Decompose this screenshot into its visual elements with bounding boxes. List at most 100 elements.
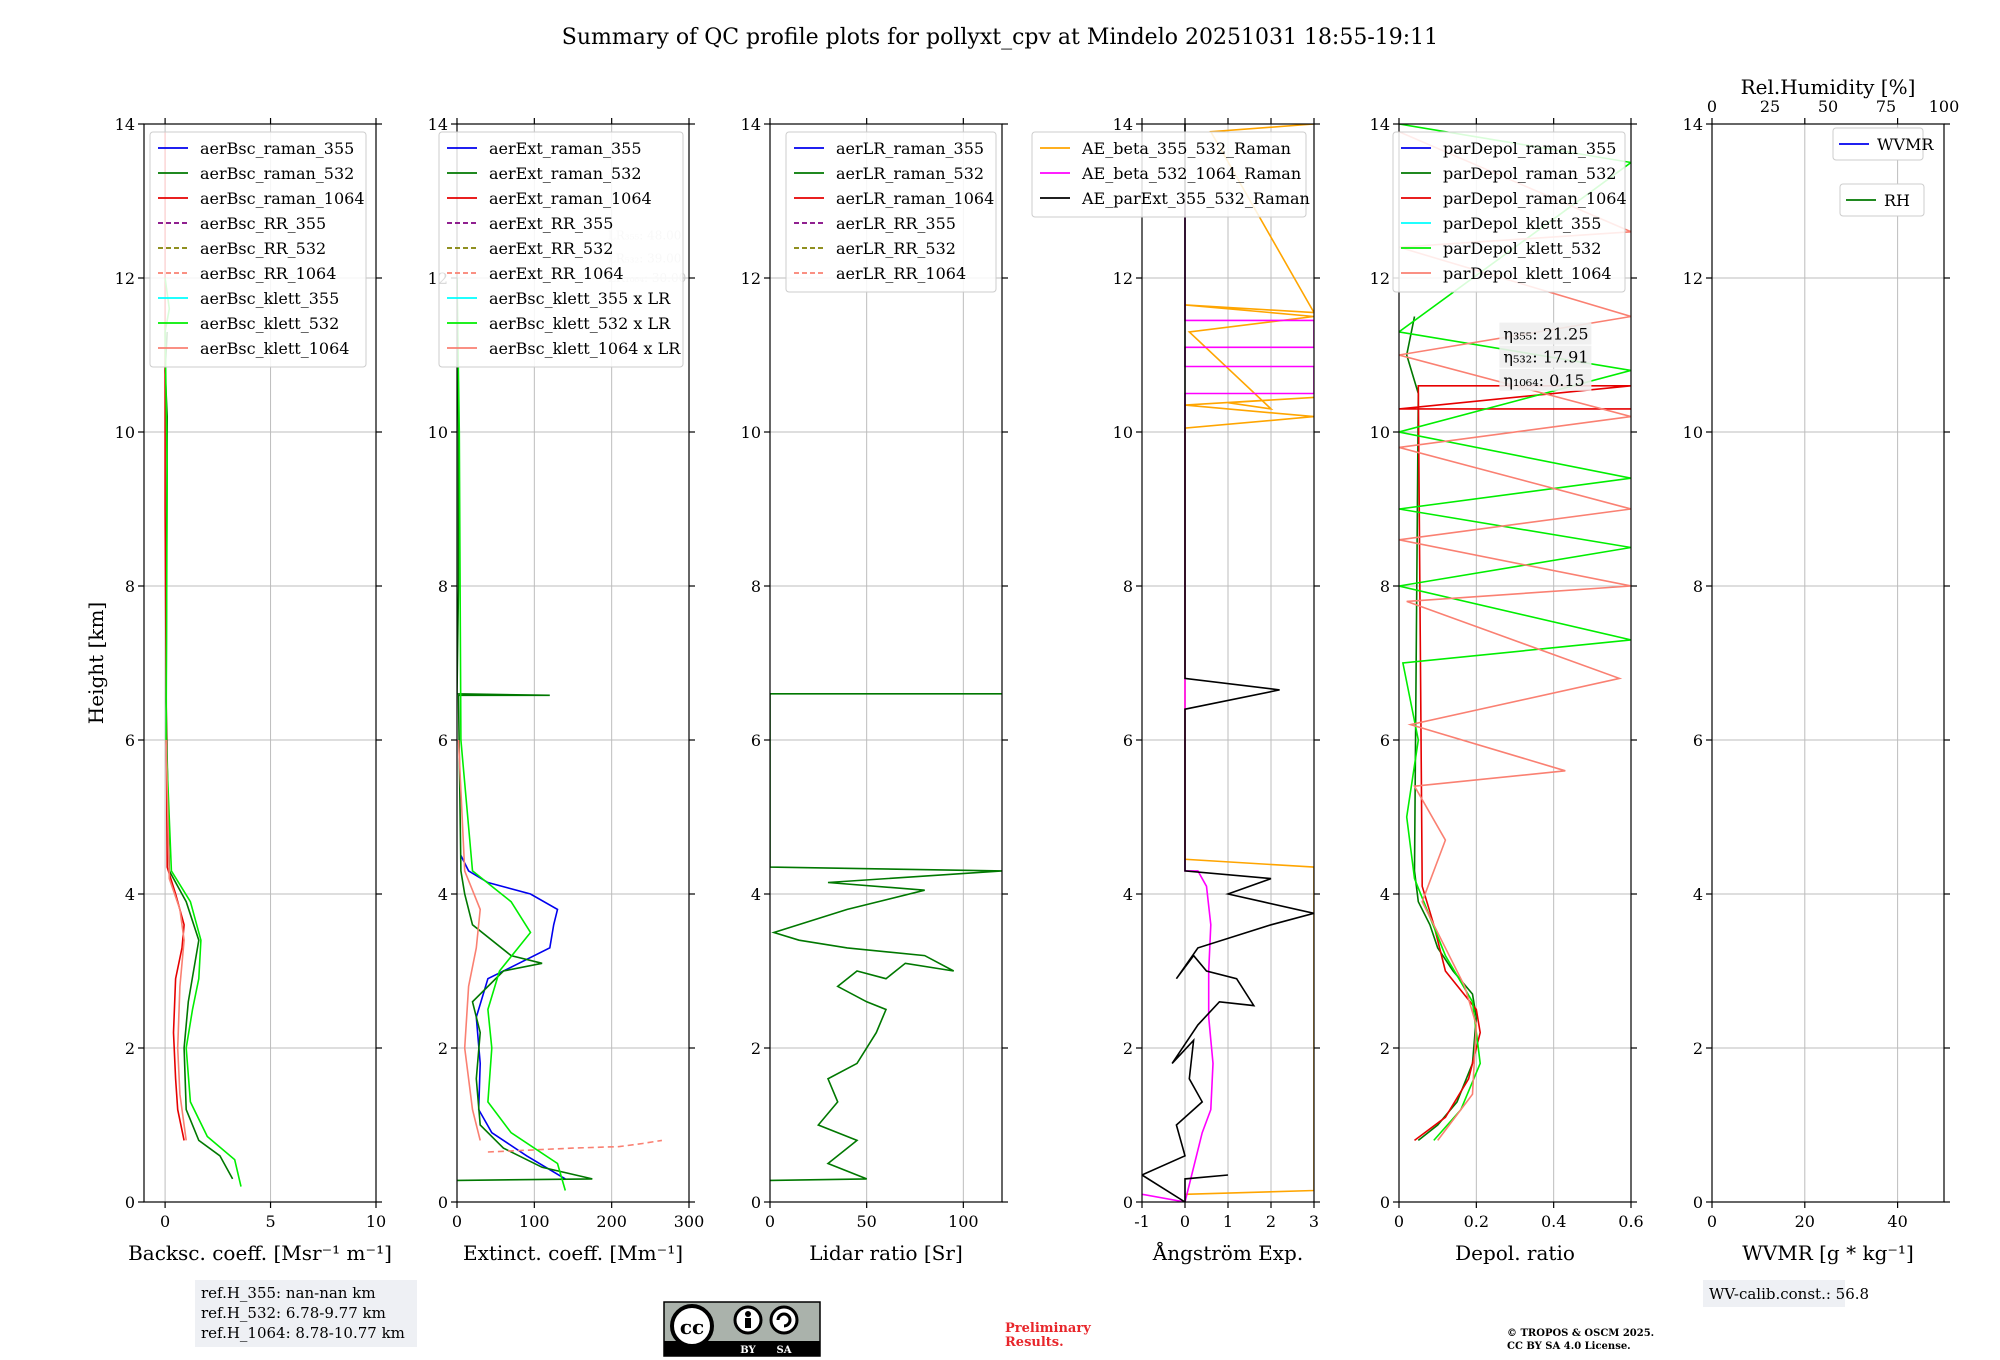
y-tick-label: 0	[125, 1193, 135, 1212]
annotation-bg	[1499, 322, 1592, 345]
y-tick-label: 4	[125, 885, 135, 904]
legend-label: AE_parExt_355_532_Raman	[1081, 189, 1310, 208]
y-tick-label: 14	[428, 115, 448, 134]
legend-label: parDepol_raman_1064	[1443, 189, 1627, 208]
legend-label: aerLR_raman_355	[836, 139, 984, 158]
top-x-tick-label: 75	[1876, 97, 1896, 116]
y-tick-label: 6	[438, 731, 448, 750]
x-tick-label: 5	[265, 1212, 275, 1231]
top-x-tick-label: 25	[1760, 97, 1780, 116]
legend-label: parDepol_raman_355	[1443, 139, 1616, 158]
legend-label: aerExt_RR_1064	[489, 264, 624, 283]
y-tick-label: 0	[1380, 1193, 1390, 1212]
preliminary-line-1: Preliminary	[1005, 1321, 1091, 1336]
annotation-text: η₁₀₆₄: 0.15	[1503, 371, 1584, 390]
series-line-aerExt_raman_355	[460, 855, 566, 1180]
y-tick-label: 0	[438, 1193, 448, 1212]
figure-title: Summary of QC profile plots for pollyxt_…	[562, 25, 1438, 50]
y-tick-label: 12	[741, 269, 761, 288]
x-tick-label: 1	[1223, 1212, 1233, 1231]
x-tick-label: 3	[1309, 1212, 1319, 1231]
panel-5: 0 0.2 0.4 0.6 0 2 4 6 8 10 12 14 Depol. ratio η₃₅₅: 2…	[1370, 115, 1644, 1265]
legend-label: aerExt_raman_355	[489, 139, 642, 158]
axes-frame	[456, 123, 690, 1203]
x-tick-label: 20	[1795, 1212, 1815, 1231]
y-tick-label: 12	[1113, 269, 1133, 288]
legend-label: parDepol_klett_355	[1443, 214, 1601, 233]
y-tick-label: 0	[1693, 1193, 1703, 1212]
ref-heights-box: ref.H_355: nan-nan km ref.H_532: 6.78-9.…	[195, 1280, 417, 1347]
y-tick-label: 10	[115, 423, 135, 442]
x-tick-label: 40	[1887, 1212, 1907, 1231]
legend-label: AE_beta_355_532_Raman	[1081, 139, 1291, 158]
panel-1: 0 5 10 0 2 4 6 8 10 12 14 Backsc. coeff. [Msr⁻¹ m⁻¹…	[84, 115, 392, 1265]
legend-label: aerLR_raman_532	[836, 164, 984, 183]
y-tick-label: 8	[1693, 577, 1703, 596]
x-tick-label: 0	[1394, 1212, 1404, 1231]
y-tick-label: 6	[125, 731, 135, 750]
y-tick-label: 4	[1123, 885, 1133, 904]
legend-box	[149, 131, 367, 368]
y-tick-label: 4	[438, 885, 448, 904]
x-tick-label: 0.2	[1464, 1212, 1489, 1231]
legend-label: aerBsc_klett_532	[200, 314, 339, 333]
series-group	[1142, 124, 1314, 1202]
y-tick-label: 8	[751, 577, 761, 596]
legend-label: aerExt_raman_1064	[489, 189, 652, 208]
series-group	[770, 692, 1002, 1182]
annotation-text: η₃₅₅: 21.25	[1503, 325, 1588, 344]
x-tick-label: 0	[160, 1212, 170, 1231]
series-line-aerBsc_klett_1064 x LR	[457, 739, 482, 1141]
y-tick-label: 12	[1370, 269, 1390, 288]
series-line-AE_parExt_355_532_Raman	[1142, 124, 1314, 1202]
y-tick-label: 10	[1370, 423, 1390, 442]
x-tick-label: 300	[674, 1212, 705, 1231]
series-group	[457, 277, 663, 1191]
wv-calib-const: WV-calib.const.: 56.8	[1709, 1285, 1869, 1303]
series-line-aerBsc_klett_1064	[165, 739, 187, 1141]
x-tick-label: 50	[856, 1212, 876, 1231]
ref-height-355: ref.H_355: nan-nan km	[201, 1284, 376, 1302]
top-x-tick-label: 0	[1707, 97, 1717, 116]
legend-label: parDepol_klett_1064	[1443, 264, 1612, 283]
legend-label: aerBsc_RR_1064	[200, 264, 336, 283]
legend-box	[1392, 131, 1626, 293]
legend-label: aerBsc_raman_1064	[200, 189, 365, 208]
y-tick-label: 10	[741, 423, 761, 442]
x-tick-label: -1	[1134, 1212, 1150, 1231]
axes-frame	[143, 123, 377, 1203]
axes-frame	[769, 123, 1003, 1203]
series-line-AE_beta_355_532_Raman	[1184, 124, 1314, 1196]
legend-box	[438, 131, 684, 368]
y-axis-label: Height [km]	[84, 602, 108, 724]
series-line-parDepol_raman_532	[1405, 316, 1478, 1142]
legend-label: aerBsc_raman_355	[200, 139, 354, 158]
ref-height-1064: ref.H_1064: 8.78-10.77 km	[201, 1324, 405, 1342]
y-tick-label: 2	[1123, 1039, 1133, 1058]
y-tick-label: 2	[751, 1039, 761, 1058]
axes-frame	[1711, 123, 1945, 1203]
legend-box	[1832, 127, 1924, 161]
legend-label: aerExt_RR_532	[489, 239, 613, 258]
x-tick-label: 200	[596, 1212, 627, 1231]
legend: aerExt_raman_355 aerExt_raman_532 aerExt_r…	[438, 131, 684, 368]
copyright-line-2: CC BY SA 4.0 License.	[1507, 1341, 1631, 1352]
series-line-parDepol_raman_1064	[1399, 384, 1631, 1142]
y-tick-label: 14	[1683, 115, 1703, 134]
legend-box	[1839, 183, 1925, 217]
y-tick-label: 6	[1380, 731, 1390, 750]
y-tick-label: 2	[1380, 1039, 1390, 1058]
legend-label: aerExt_RR_355	[489, 214, 613, 233]
series-line-aerBsc_klett_532	[164, 277, 242, 1187]
legend-label: aerBsc_klett_1064 x LR	[489, 339, 681, 358]
sa-share-icon	[769, 1305, 799, 1335]
y-tick-label: 8	[1123, 577, 1133, 596]
cc-icon-label: cc	[680, 1315, 704, 1339]
y-tick-label: 12	[1683, 269, 1703, 288]
series-group	[164, 131, 242, 1187]
top-x-tick-label: 100	[1929, 97, 1960, 116]
legend-label: aerBsc_RR_532	[200, 239, 326, 258]
